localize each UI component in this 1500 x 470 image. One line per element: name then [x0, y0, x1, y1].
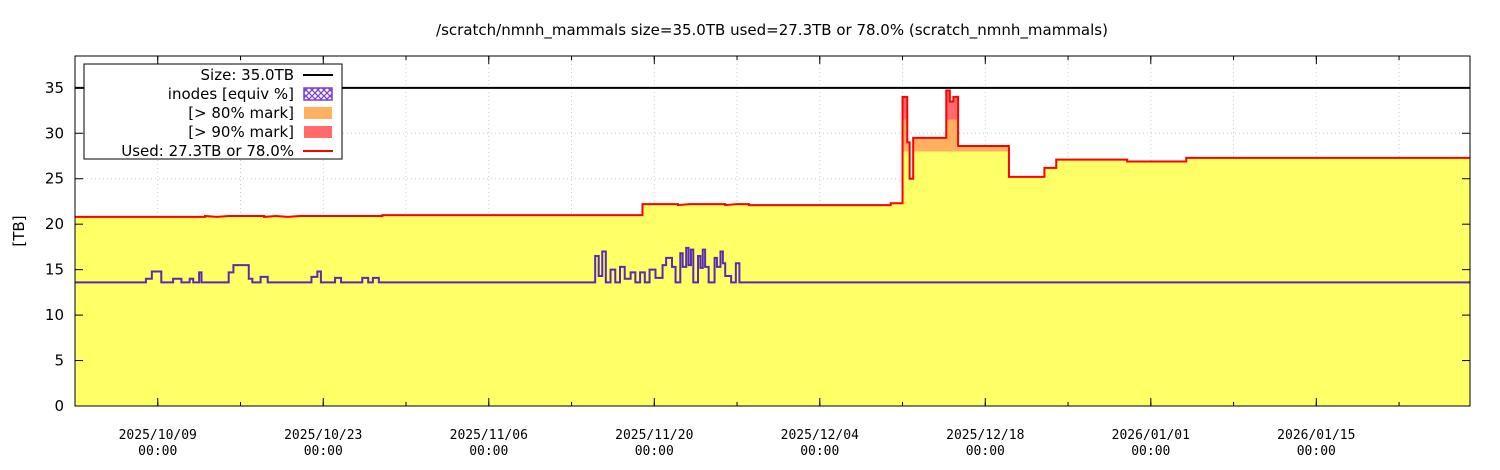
- x-tick-label-date: 2025/12/18: [946, 428, 1024, 443]
- y-tick-label: 15: [45, 261, 64, 279]
- y-axis-label: [TB]: [10, 215, 28, 246]
- x-tick-label-time: 00:00: [800, 444, 839, 459]
- over80-area: [902, 90, 1009, 152]
- legend-label: [> 90% mark]: [188, 123, 294, 141]
- used-area: [75, 90, 1470, 407]
- x-tick-label-time: 00:00: [304, 444, 343, 459]
- x-tick-label-time: 00:00: [635, 444, 674, 459]
- chart-title: /scratch/nmnh_mammals size=35.0TB used=2…: [436, 21, 1108, 40]
- legend-swatch-hatch: [303, 87, 333, 101]
- y-tick-label: 20: [45, 215, 64, 233]
- x-tick-label-date: 2025/10/09: [119, 428, 197, 443]
- x-tick-label-time: 00:00: [1131, 444, 1170, 459]
- y-tick-label: 25: [45, 170, 64, 188]
- legend-label: Size: 35.0TB: [201, 66, 294, 84]
- legend-label: inodes [equiv %]: [168, 85, 294, 103]
- x-tick-label-time: 00:00: [138, 444, 177, 459]
- axis-ticks: 051015202530352025/10/0900:002025/10/230…: [45, 56, 1470, 459]
- y-tick-label: 30: [45, 124, 64, 142]
- x-tick-label-date: 2025/12/04: [781, 428, 859, 443]
- x-tick-label-date: 2025/11/20: [615, 428, 693, 443]
- x-tick-label-date: 2026/01/01: [1112, 428, 1190, 443]
- legend-swatch-box: [304, 107, 332, 119]
- x-tick-label-date: 2025/11/06: [450, 428, 528, 443]
- x-tick-label-date: 2025/10/23: [284, 428, 362, 443]
- y-tick-label: 35: [45, 79, 64, 97]
- y-tick-label: 0: [54, 397, 64, 415]
- y-tick-label: 5: [54, 352, 64, 370]
- legend-box: [83, 63, 343, 160]
- x-tick-label-time: 00:00: [1297, 444, 1336, 459]
- plot-frame: [74, 55, 1471, 407]
- x-tick-label-time: 00:00: [966, 444, 1005, 459]
- legend-label: Used: 27.3TB or 78.0%: [121, 142, 294, 160]
- inodes-line: [75, 246, 1470, 284]
- legend-label: [> 80% mark]: [188, 104, 294, 122]
- y-tick-label: 10: [45, 306, 64, 324]
- used-line: [75, 89, 1470, 218]
- x-tick-label-time: 00:00: [469, 444, 508, 459]
- legend-swatch-box: [304, 126, 332, 138]
- x-tick-label-date: 2026/01/15: [1277, 428, 1355, 443]
